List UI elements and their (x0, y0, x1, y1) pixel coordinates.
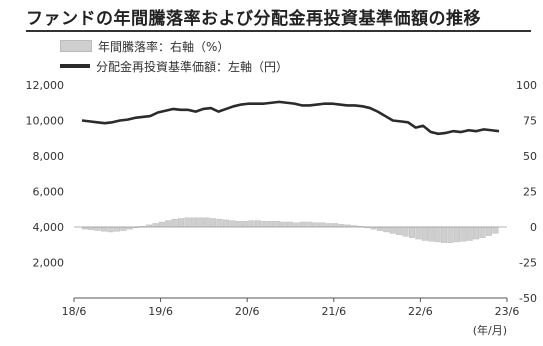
bar (293, 222, 300, 228)
bar (171, 218, 178, 228)
right-tick-label: -50 (519, 292, 537, 305)
bar (280, 221, 287, 228)
bar (299, 221, 306, 228)
left-tick-label: 4,000 (33, 221, 65, 234)
bar (152, 223, 159, 228)
bar (408, 226, 415, 238)
left-tick-label: 2,000 (33, 257, 65, 270)
x-tick-label: 22/6 (408, 305, 433, 318)
bar (235, 221, 242, 228)
x-tick-label: 19/6 (148, 305, 173, 318)
bar (113, 226, 120, 232)
bar (389, 226, 396, 234)
bar (325, 223, 332, 228)
bar (267, 221, 274, 228)
bar (421, 226, 428, 241)
bar (94, 226, 101, 231)
bar (210, 218, 217, 228)
x-axis: 18/6 19/6 20/6 21/6 22/6 23/6 (年/月) (62, 297, 520, 337)
line-series (81, 100, 500, 136)
legend-label-line: 分配金再投資基準価額：左軸（円） (96, 59, 289, 74)
bar (261, 221, 268, 228)
right-tick-label: -25 (519, 257, 537, 270)
bar (383, 226, 390, 233)
bar (479, 226, 486, 238)
bar (434, 226, 441, 243)
x-tick-label: 21/6 (321, 305, 346, 318)
bar (447, 226, 454, 243)
bar (473, 226, 480, 240)
left-tick-label: 6,000 (33, 186, 65, 199)
x-tick-label: 18/6 (62, 305, 87, 318)
right-tick-label: 25 (523, 186, 537, 199)
bar (120, 226, 127, 231)
bar (190, 217, 197, 228)
bar (229, 220, 236, 228)
bar (197, 217, 204, 228)
x-tick-label: 20/6 (235, 305, 260, 318)
bar (415, 226, 422, 240)
bar (453, 226, 460, 243)
left-tick-label: 8,000 (33, 150, 65, 163)
legend-swatch-bar (60, 40, 92, 52)
bar (485, 226, 492, 236)
bar (158, 221, 165, 228)
left-tick-label: 12,000 (26, 79, 65, 92)
bar (255, 220, 262, 228)
bar (287, 221, 294, 228)
x-tick-label: 23/6 (495, 305, 520, 318)
bar (242, 221, 249, 228)
left-axis: 12,000 10,000 8,000 6,000 4,000 2,000 (26, 79, 65, 270)
bar (402, 226, 409, 237)
bar (428, 226, 435, 242)
chart-title: ファンドの年間騰落率および分配金再投資基準価額の推移 (26, 9, 481, 29)
bar (396, 226, 403, 236)
price-line (81, 100, 500, 136)
bar (338, 223, 345, 228)
title-underline (26, 30, 531, 32)
x-axis-unit: (年/月) (473, 323, 507, 337)
bar (178, 218, 185, 228)
bar (460, 226, 467, 242)
chart-legend: 年間騰落率：右軸（%） 分配金再投資基準価額：左軸（円） (60, 36, 288, 76)
legend-label-bar: 年間騰落率：右軸（%） (98, 39, 230, 54)
right-tick-label: 0 (530, 221, 537, 234)
legend-swatch-line (60, 64, 90, 68)
bar (248, 220, 255, 228)
bar (107, 226, 114, 233)
left-tick-label: 10,000 (26, 115, 65, 128)
right-tick-label: 75 (523, 115, 537, 128)
bar (274, 221, 281, 228)
bar (376, 226, 383, 231)
bar (312, 222, 319, 228)
legend-item-line: 分配金再投資基準価額：左軸（円） (60, 56, 288, 76)
bar (332, 223, 339, 228)
bar (216, 218, 223, 228)
right-tick-label: 100 (516, 79, 537, 92)
bar (466, 226, 473, 241)
bar (88, 226, 95, 231)
right-axis: 100 75 50 25 0 -25 -50 (516, 79, 537, 305)
bar (101, 226, 108, 232)
bar (222, 219, 229, 228)
bar (319, 222, 326, 228)
bar-series (81, 217, 499, 243)
bar (184, 217, 191, 228)
bar (203, 217, 210, 228)
bar (165, 220, 172, 228)
right-tick-label: 50 (523, 150, 537, 163)
bar (306, 221, 313, 228)
bar (441, 226, 448, 243)
legend-item-bar: 年間騰落率：右軸（%） (60, 36, 288, 56)
bar (492, 226, 499, 234)
